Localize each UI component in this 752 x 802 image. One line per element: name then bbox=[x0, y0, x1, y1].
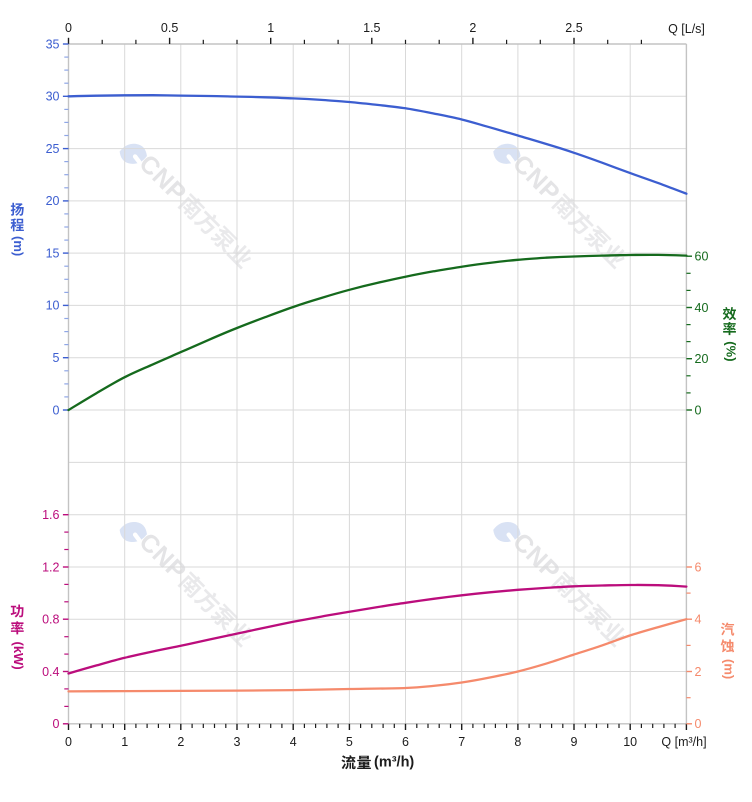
svg-text:(m³/h): (m³/h) bbox=[374, 755, 414, 771]
svg-text:1: 1 bbox=[267, 21, 274, 35]
svg-text:(kW): (kW) bbox=[11, 642, 26, 670]
svg-text:0: 0 bbox=[65, 735, 72, 749]
svg-text:0: 0 bbox=[695, 403, 702, 417]
svg-text:35: 35 bbox=[46, 37, 60, 51]
svg-text:40: 40 bbox=[695, 301, 709, 315]
svg-text:4: 4 bbox=[290, 735, 297, 749]
svg-text:6: 6 bbox=[695, 560, 702, 574]
svg-text:(m): (m) bbox=[721, 659, 736, 679]
svg-text:Q [L/s]: Q [L/s] bbox=[668, 22, 705, 36]
svg-text:1.5: 1.5 bbox=[363, 21, 380, 35]
svg-text:3: 3 bbox=[234, 735, 241, 749]
svg-text:2: 2 bbox=[695, 665, 702, 679]
svg-text:2.5: 2.5 bbox=[565, 21, 582, 35]
svg-text:(%): (%) bbox=[723, 341, 738, 361]
svg-text:5: 5 bbox=[346, 735, 353, 749]
svg-text:7: 7 bbox=[458, 735, 465, 749]
svg-text:(m): (m) bbox=[11, 236, 26, 256]
svg-text:30: 30 bbox=[46, 90, 60, 104]
svg-text:60: 60 bbox=[695, 250, 709, 264]
svg-text:10: 10 bbox=[46, 299, 60, 313]
svg-text:6: 6 bbox=[402, 735, 409, 749]
svg-text:1.2: 1.2 bbox=[42, 560, 59, 574]
svg-text:20: 20 bbox=[46, 194, 60, 208]
svg-text:5: 5 bbox=[53, 351, 60, 365]
svg-text:1.6: 1.6 bbox=[42, 508, 59, 522]
svg-text:8: 8 bbox=[514, 735, 521, 749]
svg-text:0: 0 bbox=[65, 21, 72, 35]
svg-text:2: 2 bbox=[469, 21, 476, 35]
svg-text:0.5: 0.5 bbox=[161, 21, 178, 35]
svg-text:15: 15 bbox=[46, 246, 60, 260]
svg-text:4: 4 bbox=[695, 613, 702, 627]
svg-text:Q [m³/h]: Q [m³/h] bbox=[661, 735, 706, 749]
svg-text:10: 10 bbox=[623, 735, 637, 749]
svg-text:0: 0 bbox=[53, 717, 60, 731]
svg-text:0.8: 0.8 bbox=[42, 613, 59, 627]
svg-text:1: 1 bbox=[121, 735, 128, 749]
svg-text:0: 0 bbox=[53, 403, 60, 417]
svg-text:25: 25 bbox=[46, 142, 60, 156]
svg-text:20: 20 bbox=[695, 352, 709, 366]
svg-text:9: 9 bbox=[571, 735, 578, 749]
svg-text:0: 0 bbox=[695, 717, 702, 731]
svg-text:0.4: 0.4 bbox=[42, 665, 59, 679]
svg-text:2: 2 bbox=[177, 735, 184, 749]
